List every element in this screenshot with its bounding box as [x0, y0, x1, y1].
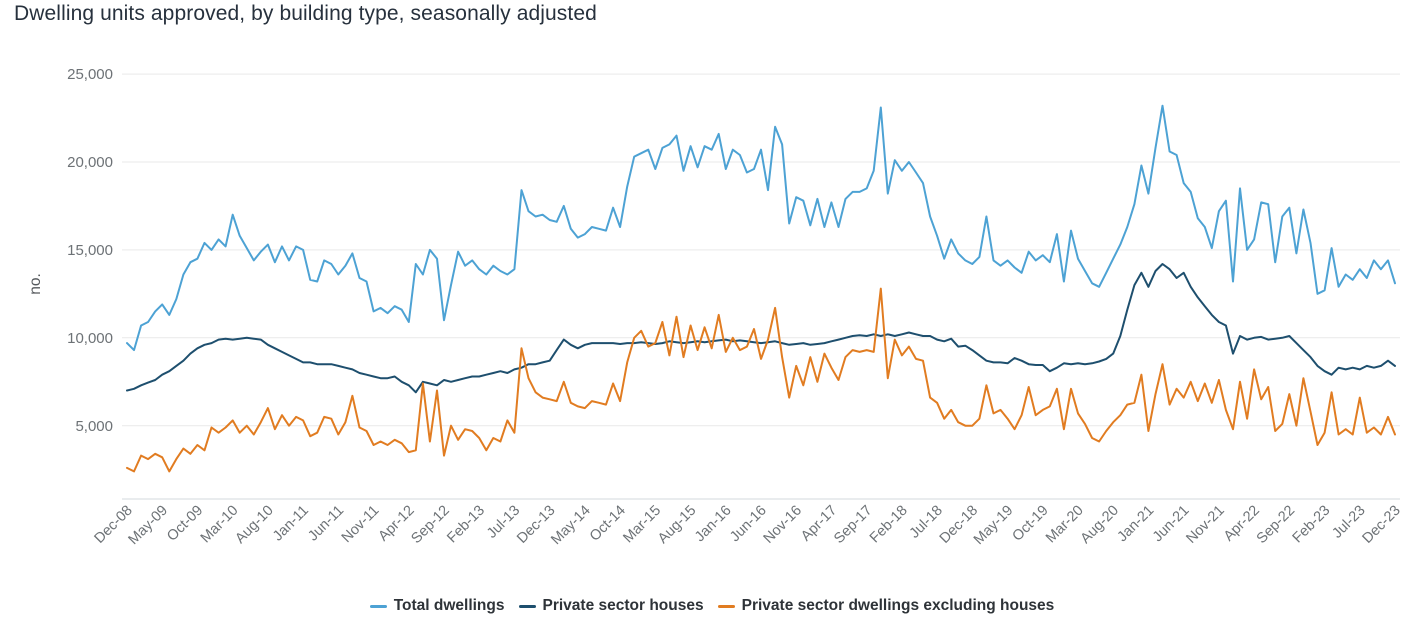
series-line-private-sector-houses [126, 263, 1396, 394]
series-line-total-dwellings [126, 104, 1396, 352]
legend-label: Total dwellings [393, 597, 505, 614]
x-tick-label: May-19 [971, 503, 1017, 549]
x-tick-label: Nov-16 [761, 503, 805, 547]
legend-swatch-private-sector-houses [518, 604, 536, 608]
y-tick-label: 20,000 [67, 154, 113, 171]
x-tick-label: Sep-12 [408, 503, 452, 547]
y-axis-title: no. [27, 273, 44, 295]
x-tick-label: Dec-23 [1359, 503, 1403, 547]
x-tick-label: Mar-20 [1043, 503, 1087, 547]
y-tick-labels: 5,000 10,000 15,000 20,000 25,000 [67, 66, 113, 435]
x-tick-label: Aug-10 [232, 503, 276, 547]
x-tick-label: Feb-23 [1290, 503, 1334, 547]
y-tick-label: 15,000 [67, 242, 113, 259]
legend-item-private-sector-houses[interactable]: Private sector houses [518, 597, 704, 615]
legend-item-total-dwellings[interactable]: Total dwellings [369, 597, 505, 615]
x-tick-label: May-14 [548, 503, 594, 549]
legend-swatch-private-sector-dwellings-excluding-houses [717, 604, 735, 608]
x-tick-label: Jan-21 [1115, 503, 1158, 546]
series-line-private-sector-dwellings-excluding-houses [126, 287, 1396, 473]
y-tick-label: 5,000 [75, 418, 113, 435]
x-tick-label: Feb-18 [867, 503, 911, 547]
legend-label: Private sector houses [542, 597, 704, 614]
legend-swatch-total-dwellings [369, 604, 387, 608]
y-tick-label: 10,000 [67, 330, 113, 347]
x-tick-label: Jan-11 [270, 503, 312, 545]
x-tick-label: Feb-13 [444, 503, 488, 547]
y-tick-label: 25,000 [67, 66, 113, 83]
series-lines [126, 104, 1396, 473]
x-tick-labels: Dec-08May-09Oct-09Mar-10Aug-10Jan-11Jun-… [91, 503, 1403, 549]
x-tick-label: Mar-10 [198, 503, 242, 547]
x-tick-label: Sep-17 [831, 503, 875, 547]
chart-legend: Total dwellings Private sector houses Priv… [0, 597, 1424, 615]
x-tick-label: Mar-15 [620, 503, 664, 547]
x-tick-label: Nov-21 [1183, 503, 1227, 547]
x-tick-label: Sep-22 [1254, 503, 1298, 547]
legend-item-private-sector-dwellings-excluding-houses[interactable]: Private sector dwellings excluding house… [717, 597, 1055, 615]
legend-label: Private sector dwellings excluding house… [741, 597, 1055, 614]
x-tick-label: Aug-20 [1078, 503, 1122, 547]
x-tick-label: Jan-16 [692, 503, 735, 546]
chart-title: Dwelling units approved, by building typ… [14, 2, 597, 25]
x-tick-label: May-09 [126, 503, 172, 549]
x-tick-label: Nov-11 [339, 503, 383, 547]
y-gridlines [122, 73, 1400, 427]
x-tick-label: Aug-15 [655, 503, 699, 547]
